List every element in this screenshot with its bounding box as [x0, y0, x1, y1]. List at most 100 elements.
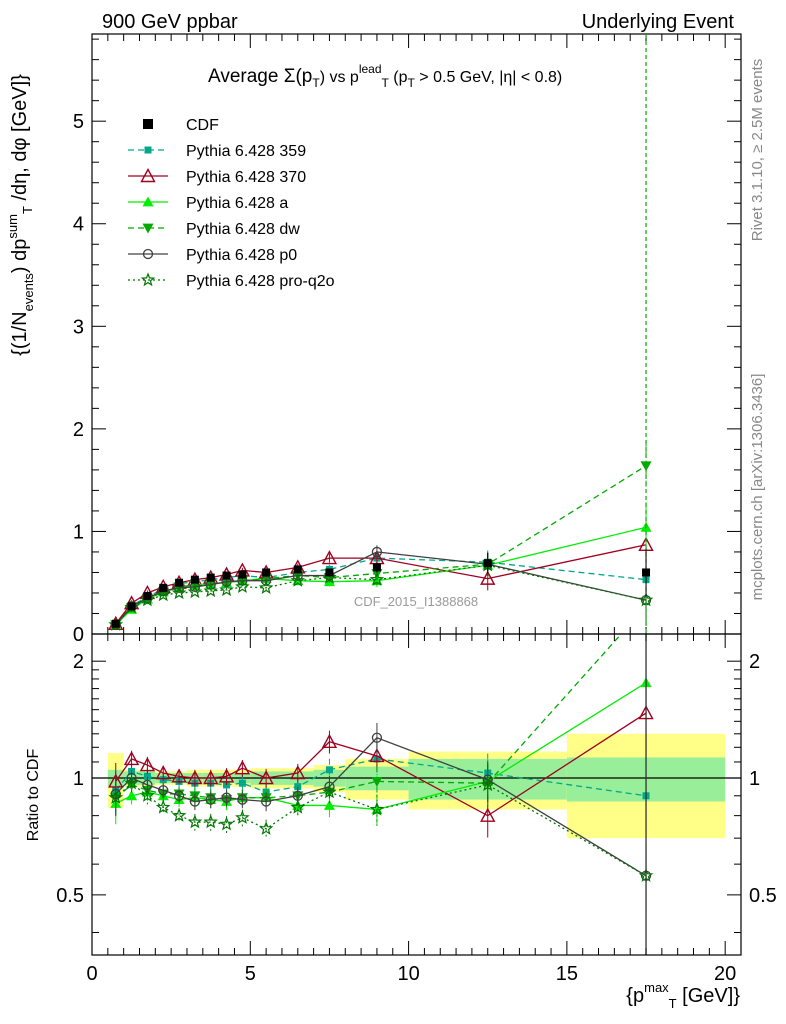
- ratio-point: [205, 794, 216, 805]
- ratio-point: [371, 777, 383, 787]
- ratio-ylabel: Ratio to CDF: [25, 749, 42, 842]
- ratio-point: [482, 774, 493, 785]
- ratio-point: [238, 779, 246, 787]
- legend-label: Pythia 6.428 p0: [186, 247, 297, 264]
- ratio-xtick-label: 15: [556, 963, 578, 985]
- ratio-point: [258, 821, 274, 835]
- legend-label: Pythia 6.428 370: [186, 169, 306, 186]
- ratio-point: [290, 799, 306, 814]
- ratio-xtick-label: 20: [714, 963, 736, 985]
- ratio-point: [480, 807, 496, 822]
- cdf-point: [111, 619, 120, 628]
- ratio-point: [325, 766, 333, 774]
- header-left-label: 900 GeV ppbar: [102, 11, 238, 33]
- ratio-point: [203, 770, 219, 785]
- series-point: [371, 546, 383, 558]
- cdf-point: [483, 559, 492, 568]
- series-point: [322, 569, 337, 584]
- main-ytick-label: 0: [73, 624, 84, 646]
- main-ylabel: {(1/Nevents) dpsumT /dη, dφ [GeV]}: [5, 74, 36, 356]
- cdf-point: [262, 568, 271, 577]
- ratio-point: [189, 796, 201, 807]
- ratio-point: [140, 788, 155, 802]
- ratio-point: [258, 770, 274, 785]
- ratio-ytick-label: 0.5: [56, 885, 84, 907]
- series-point: [258, 580, 274, 595]
- series-1: [108, 519, 654, 630]
- series-point: [369, 571, 385, 586]
- ratio-point: [155, 799, 171, 814]
- cdf-point: [372, 563, 381, 572]
- legend-label: Pythia 6.428 pro-q2o: [186, 273, 335, 290]
- legend-marker: [144, 146, 152, 154]
- ratio-point: [260, 796, 272, 807]
- ratio-xtick-label: 10: [397, 963, 419, 985]
- cdf-point: [206, 573, 215, 582]
- cdf-point: [159, 583, 168, 592]
- cdf-point: [222, 571, 231, 580]
- series-point: [219, 582, 234, 597]
- series-point: [203, 583, 218, 598]
- main-ytick-label: 1: [73, 521, 84, 543]
- ratio-point: [187, 770, 203, 785]
- ratio-ytick-label: 1: [73, 768, 84, 790]
- ratio-point: [108, 790, 124, 804]
- series-point: [290, 573, 306, 587]
- ratio-ytick-label-right: 1: [749, 768, 760, 790]
- ratio-point: [171, 807, 187, 822]
- ratio-point: [126, 790, 138, 801]
- chart-title: Average Σ(pT) vs pleadT (pT > 0.5 GeV, |…: [208, 62, 562, 90]
- series-point: [155, 587, 171, 602]
- ratio-ytick-label-right: 2: [749, 651, 760, 673]
- main-ytick-label: 4: [73, 214, 84, 236]
- legend-marker: [142, 248, 154, 260]
- legend-label: Pythia 6.428 359: [186, 143, 306, 160]
- ratio-point: [219, 816, 234, 831]
- rivet-label: Rivet 3.1.10, ≥ 2.5M events: [749, 59, 766, 242]
- ratio-ytick-label: 2: [73, 651, 84, 673]
- ratio-point: [369, 801, 385, 816]
- ratio-point: [218, 768, 235, 783]
- main-ytick-label: 2: [73, 419, 84, 441]
- ratio-point: [234, 760, 251, 775]
- cdf-point: [143, 592, 152, 601]
- ratio-point: [123, 750, 140, 766]
- series-point: [140, 592, 155, 607]
- cdf-point: [642, 568, 651, 577]
- ratio-point: [221, 792, 232, 803]
- series-point: [187, 584, 203, 599]
- cdf-point: [127, 602, 136, 611]
- main-ytick-label: 5: [73, 111, 84, 133]
- ratio-point: [203, 814, 218, 829]
- ratio-point: [139, 757, 156, 772]
- legend-marker: [142, 196, 154, 207]
- ratio-point: [321, 733, 338, 748]
- header-right-label: Underlying Event: [582, 11, 735, 33]
- ratio-point: [237, 794, 248, 805]
- ratio-frame: [91, 633, 742, 956]
- series-point: [480, 570, 496, 585]
- ratio-point: [158, 785, 169, 796]
- legend-marker-cdf: [143, 119, 153, 129]
- ratio-xtick-label: 0: [86, 963, 97, 985]
- ratio-point: [171, 768, 187, 783]
- legend-marker: [140, 168, 156, 183]
- ratio-point: [323, 799, 335, 810]
- series-point: [640, 461, 652, 472]
- legend-label: Pythia 6.428 dw: [186, 221, 300, 238]
- legend-marker: [140, 272, 156, 287]
- ratio-point: [187, 814, 203, 829]
- legend: CDF Pythia 6.428 359 Pythia 6.428 370 Pythi…: [128, 117, 335, 290]
- ratio-point: [235, 810, 250, 824]
- cdf-point: [190, 575, 199, 584]
- ratio-point: [173, 790, 185, 801]
- ratio-point: [124, 775, 139, 790]
- ratio-point: [371, 732, 383, 743]
- series-point: [171, 585, 187, 600]
- main-panel: 0 1 2 3 4 5 {(1/Nevents) dpsumT /dη, dφ [GeV]}…: [5, 33, 742, 646]
- legend-marker: [142, 223, 154, 234]
- series-point: [321, 550, 338, 565]
- legend-label-cdf: CDF: [186, 117, 219, 134]
- ratio-point: [155, 765, 171, 780]
